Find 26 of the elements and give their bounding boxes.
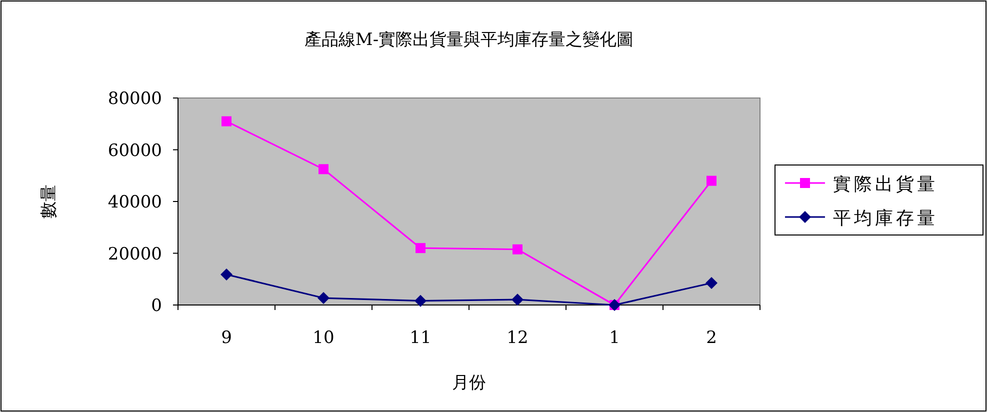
point [318,164,328,174]
x-tick-label: 10 [312,328,334,348]
point [512,244,522,254]
point [706,277,718,290]
x-tick-label: 2 [706,328,717,348]
y-axis-title: 數量 [39,184,59,218]
legend-label: 平均庫存量 [833,208,938,229]
x-tick-label: 1 [609,328,620,348]
x-tick-label: 9 [221,328,232,348]
point [220,268,232,280]
point [222,116,232,126]
legend-label: 實際出貨量 [833,174,938,195]
y-tick-label: 80000 [108,89,162,109]
y-tick-label: 60000 [108,140,162,161]
x-tick-label: 11 [410,328,432,348]
point [318,292,330,304]
y-tick-label: 0 [151,296,162,316]
point [416,243,426,254]
chart-title: 產品線M-實際出貨量與平均庫存量之變化圖 [304,30,634,50]
y-tick-label: 40000 [108,192,162,212]
y-tick-label: 20000 [108,244,162,264]
x-axis-title: 月份 [452,373,486,393]
point [512,294,524,306]
point [706,176,716,186]
point [414,294,426,307]
x-tick-label: 12 [506,328,528,348]
